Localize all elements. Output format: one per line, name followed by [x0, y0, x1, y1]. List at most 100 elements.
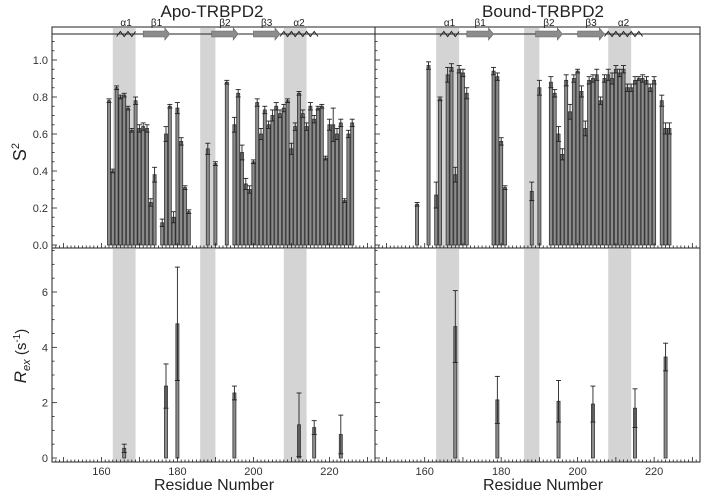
- x-tick-label: 200: [244, 466, 262, 478]
- ss-label: β2: [219, 18, 231, 29]
- bar: [118, 96, 123, 246]
- bar: [327, 124, 332, 246]
- panel-4: 160 180 200 220: [374, 247, 701, 478]
- bar: [175, 107, 180, 246]
- ylabel-s2: S2: [10, 143, 30, 161]
- bar: [556, 133, 561, 246]
- shaded-region: [112, 249, 136, 462]
- bar: [610, 78, 614, 246]
- bar: [537, 87, 542, 246]
- helix-zigzag: [279, 30, 319, 38]
- bar: [308, 105, 313, 246]
- bar: [232, 392, 237, 459]
- strand-arrow: [466, 27, 494, 41]
- ss-label: α1: [444, 18, 456, 29]
- x-tick-label: 220: [645, 466, 663, 478]
- bar: [110, 170, 115, 246]
- bar: [652, 79, 657, 246]
- panel-2: α1 β1 β2 β3 α2: [374, 18, 701, 249]
- bar: [281, 107, 286, 246]
- bar: [644, 79, 649, 246]
- ss-label: β2: [543, 18, 555, 29]
- bar: [445, 74, 450, 246]
- bar: [438, 98, 442, 246]
- y-tick-label: 0.2: [33, 203, 48, 215]
- bar: [568, 111, 572, 246]
- bar: [255, 102, 260, 246]
- ss-label: α1: [120, 18, 132, 29]
- bar: [499, 140, 504, 246]
- bar: [319, 105, 324, 246]
- ss-label: β1: [474, 18, 486, 29]
- bar: [266, 124, 271, 246]
- shaded-region: [524, 28, 540, 248]
- plots-group: 0.0 0.2 0.4 0.6 0.8 1.0 α1 β1 β2 β3 α2 α1 β1 β2 β3 α2 16…: [33, 18, 701, 478]
- bar: [247, 189, 252, 246]
- bar: [205, 148, 210, 246]
- bar: [659, 100, 664, 246]
- ylabel-rex: Rex (s-1): [11, 329, 33, 383]
- bar: [591, 78, 595, 246]
- y-tick-label: 6: [42, 287, 48, 299]
- bar: [148, 202, 153, 246]
- title-bound: Bound-TRBPD2: [482, 2, 604, 21]
- shaded-region: [608, 249, 632, 462]
- y-tick-label: 0.6: [33, 129, 48, 141]
- bar: [122, 94, 127, 246]
- helix-zigzag: [116, 30, 136, 38]
- bar: [636, 78, 641, 246]
- bar: [297, 92, 301, 246]
- bar: [602, 78, 607, 246]
- strand-arrow: [577, 27, 605, 41]
- x-tick-label: 220: [320, 466, 338, 478]
- bar: [579, 91, 584, 246]
- bar: [300, 113, 305, 246]
- bar: [304, 126, 309, 246]
- bar: [335, 133, 339, 246]
- bar: [129, 129, 134, 246]
- bar: [262, 109, 267, 246]
- bar: [126, 107, 130, 246]
- bar: [114, 87, 119, 246]
- bar: [346, 133, 351, 246]
- bar: [453, 174, 458, 246]
- bar: [491, 70, 496, 246]
- bar: [457, 68, 462, 246]
- helix-zigzag: [439, 30, 460, 38]
- shaded-region: [200, 249, 216, 462]
- bar: [164, 133, 168, 246]
- bar: [133, 100, 138, 246]
- bar: [663, 356, 668, 459]
- title-apo: Apo-TRBPD2: [161, 2, 264, 21]
- y-tick-label: 2: [42, 398, 48, 410]
- strand-arrow: [142, 27, 171, 41]
- bar: [564, 79, 569, 246]
- y-tick-label: 0: [42, 453, 48, 465]
- bar: [289, 148, 294, 246]
- bar: [342, 200, 347, 246]
- bar: [587, 79, 592, 246]
- y-tick-label: 0.4: [33, 166, 48, 178]
- bar: [350, 122, 355, 246]
- shaded-region: [200, 28, 216, 248]
- bar: [312, 118, 317, 246]
- bar: [560, 153, 565, 246]
- bar: [606, 74, 611, 246]
- y-tick-label: 1.0: [33, 55, 48, 67]
- bar: [331, 124, 336, 246]
- bar: [213, 163, 218, 246]
- bar: [141, 126, 146, 246]
- bar: [243, 183, 248, 246]
- strand-arrow: [211, 27, 239, 41]
- bar: [461, 72, 465, 246]
- bar: [240, 152, 244, 246]
- bar: [415, 203, 419, 246]
- x-tick-label: 180: [168, 466, 186, 478]
- bar: [274, 105, 279, 246]
- bar: [183, 187, 187, 246]
- bar: [278, 113, 282, 246]
- bar: [583, 128, 588, 246]
- bar: [449, 67, 454, 246]
- ss-label: α2: [293, 18, 305, 29]
- shaded-region: [524, 249, 540, 462]
